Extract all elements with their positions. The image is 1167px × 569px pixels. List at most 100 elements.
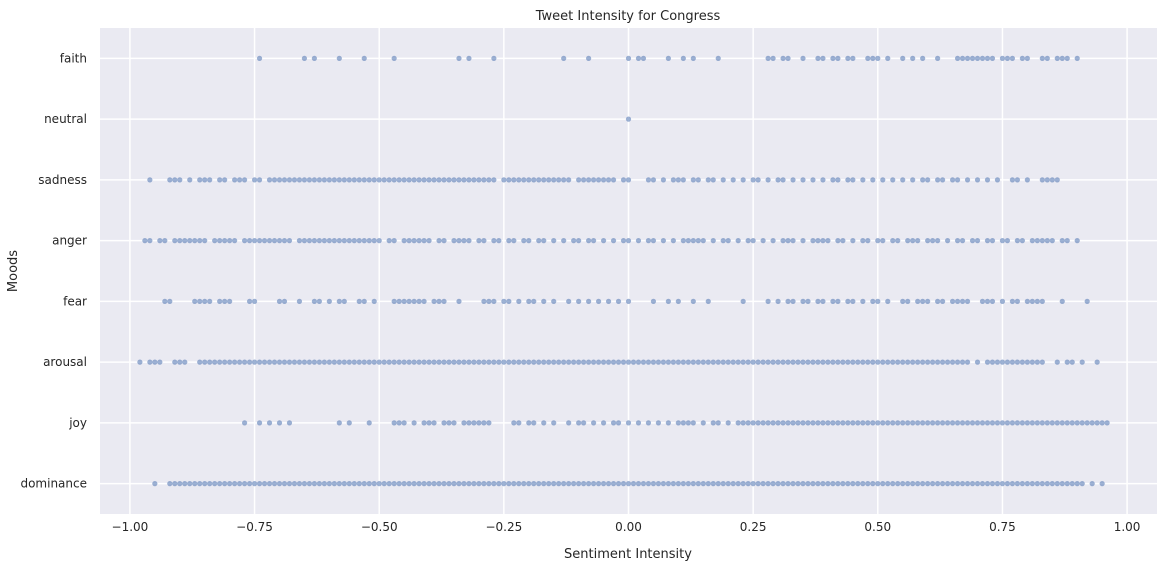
data-point-arousal: [246, 359, 253, 365]
x-tick-label: 0.50: [864, 520, 891, 534]
data-point-joy: [940, 420, 946, 426]
data-point-anger: [974, 238, 981, 244]
data-point-arousal: [630, 359, 637, 365]
data-point-joy: [1084, 420, 1090, 426]
data-point-dominance: [999, 481, 1006, 487]
data-point-fear: [1009, 298, 1016, 304]
data-point-dominance: [346, 481, 352, 487]
data-point-anger: [930, 238, 936, 244]
data-point-arousal: [1069, 359, 1075, 365]
data-point-sadness: [291, 177, 298, 183]
data-point-arousal: [745, 359, 751, 365]
data-point-fear: [311, 298, 317, 304]
data-point-arousal: [546, 359, 552, 365]
data-point-sadness: [954, 177, 961, 183]
data-point-joy: [755, 420, 761, 426]
data-point-arousal: [401, 359, 407, 365]
data-point-anger: [770, 238, 776, 244]
data-point-arousal: [266, 359, 273, 365]
data-point-dominance: [765, 481, 771, 487]
data-point-dominance: [251, 481, 258, 487]
data-point-dominance: [411, 481, 417, 487]
data-point-sadness: [880, 177, 886, 183]
data-point-anger: [491, 238, 497, 244]
data-point-dominance: [396, 481, 402, 487]
data-point-anger: [969, 238, 976, 244]
data-point-sadness: [650, 177, 657, 183]
data-point-anger: [1059, 238, 1065, 244]
data-point-sadness: [521, 177, 527, 183]
data-point-sadness: [207, 177, 213, 183]
data-point-sadness: [935, 177, 941, 183]
data-point-anger: [187, 238, 193, 244]
x-tick-labels: −1.00 −0.75 −0.50 −0.25 0.00 0.25 0.50 0.75 1.00: [112, 520, 1141, 534]
data-point-dominance: [984, 481, 991, 487]
data-point-anger: [316, 238, 322, 244]
data-point-joy: [256, 420, 263, 426]
data-point-joy: [411, 420, 417, 426]
y-tick-label-sadness: sadness: [38, 173, 87, 187]
data-point-sadness: [1039, 177, 1045, 183]
data-point-fear: [1059, 298, 1065, 304]
data-point-dominance: [431, 481, 437, 487]
data-point-sadness: [177, 177, 183, 183]
data-point-dominance: [217, 481, 223, 487]
data-point-anger: [281, 238, 288, 244]
data-point-fear: [920, 298, 926, 304]
data-point-dominance: [321, 481, 327, 487]
data-point-arousal: [615, 359, 622, 365]
data-point-anger: [441, 238, 447, 244]
data-point-arousal: [785, 359, 791, 365]
data-point-anger: [391, 238, 397, 244]
data-point-anger: [680, 238, 686, 244]
data-point-sadness: [321, 177, 327, 183]
data-point-dominance: [660, 481, 667, 487]
data-point-sadness: [1054, 177, 1060, 183]
data-point-arousal: [1034, 359, 1040, 365]
data-point-arousal: [436, 359, 442, 365]
data-point-dominance: [291, 481, 298, 487]
data-point-fear: [940, 298, 946, 304]
data-point-joy: [770, 420, 776, 426]
chart-title: Tweet Intensity for Congress: [535, 9, 721, 24]
data-point-joy: [870, 420, 876, 426]
data-point-joy: [1099, 420, 1105, 426]
data-point-joy: [920, 420, 926, 426]
data-point-dominance: [561, 481, 567, 487]
data-point-arousal: [670, 359, 676, 365]
data-point-joy: [915, 420, 921, 426]
data-point-fear: [690, 298, 696, 304]
data-point-joy: [1044, 420, 1050, 426]
data-point-dominance: [815, 481, 821, 487]
data-point-faith: [974, 55, 981, 61]
data-point-sadness: [720, 177, 726, 183]
data-point-fear: [830, 298, 836, 304]
data-point-fear: [1014, 298, 1020, 304]
data-point-dominance: [202, 481, 208, 487]
data-point-faith: [935, 55, 941, 61]
data-point-arousal: [855, 359, 861, 365]
data-point-dominance: [227, 481, 233, 487]
data-point-joy: [905, 420, 911, 426]
data-point-arousal: [1019, 359, 1025, 365]
data-point-arousal: [595, 359, 602, 365]
data-point-anger: [610, 238, 617, 244]
data-point-anger: [690, 238, 696, 244]
data-point-faith: [1074, 55, 1080, 61]
data-point-joy: [860, 420, 866, 426]
y-axis-label: Moods: [6, 250, 21, 292]
data-point-arousal: [177, 359, 183, 365]
data-point-sadness: [421, 177, 427, 183]
data-point-anger: [386, 238, 392, 244]
data-point-sadness: [984, 177, 991, 183]
data-point-sadness: [441, 177, 447, 183]
data-point-joy: [935, 420, 941, 426]
data-point-faith: [301, 55, 308, 61]
data-point-faith: [959, 55, 966, 61]
data-point-arousal: [551, 359, 557, 365]
data-point-joy: [974, 420, 981, 426]
data-point-anger: [710, 238, 716, 244]
data-point-sadness: [316, 177, 322, 183]
data-point-arousal: [366, 359, 372, 365]
data-point-anger: [620, 238, 627, 244]
